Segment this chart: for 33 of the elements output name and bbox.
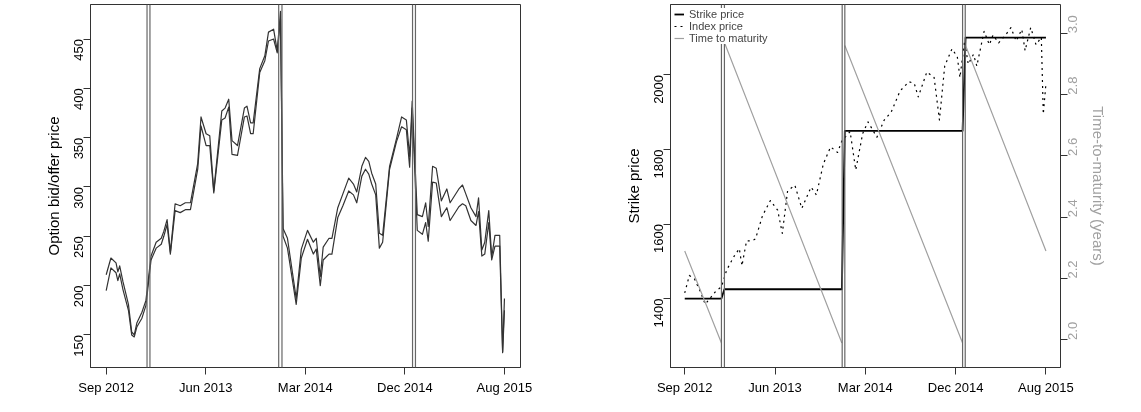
y-tick-label: 350 (71, 137, 86, 160)
y2-tick-label: 2.8 (1065, 76, 1080, 95)
legend-label: Index price (689, 20, 743, 32)
x-tick-label: Dec 2014 (377, 379, 433, 395)
legend-label: Time to maturity (689, 32, 768, 44)
x-tick-label: Jun 2013 (179, 379, 233, 395)
y-tick-label: 200 (71, 285, 86, 308)
y2-tick-label: 2.0 (1065, 321, 1080, 340)
x-tick-label: Sep 2012 (656, 379, 713, 395)
y-tick-label: 2000 (651, 74, 666, 104)
y2-tick-label: 2.4 (1065, 199, 1080, 218)
y-tick-label: 1600 (651, 224, 666, 253)
y2-tick-label: 2.6 (1065, 137, 1080, 156)
y-axis-title: Strike price (624, 148, 642, 224)
x-tick-label: Aug 2015 (1018, 379, 1074, 395)
y-tick-label: 400 (71, 88, 86, 111)
x-tick-label: Jun 2013 (748, 379, 802, 395)
y-axis-title: Option bid/offer price (44, 116, 62, 256)
y-tick-label: 1800 (651, 149, 666, 179)
x-tick-label: Aug 2015 (476, 379, 533, 395)
legend-label: Strike price (689, 8, 745, 20)
x-tick-label: Dec 2014 (927, 379, 984, 395)
y-tick-label: 300 (71, 186, 86, 209)
y-tick-label: 450 (71, 39, 86, 61)
y-tick-label: 250 (71, 236, 86, 258)
y-tick-label: 1400 (651, 298, 666, 328)
x-tick-label: Sep 2012 (78, 379, 135, 395)
y-tick-label: 150 (71, 334, 86, 357)
x-tick-label: Mar 2014 (277, 379, 333, 395)
y2-axis-title: Time-to-maturity (years) (1089, 106, 1107, 266)
x-tick-label: Mar 2014 (837, 379, 893, 395)
y2-tick-label: 3.0 (1065, 15, 1080, 34)
y2-tick-label: 2.2 (1065, 260, 1080, 279)
